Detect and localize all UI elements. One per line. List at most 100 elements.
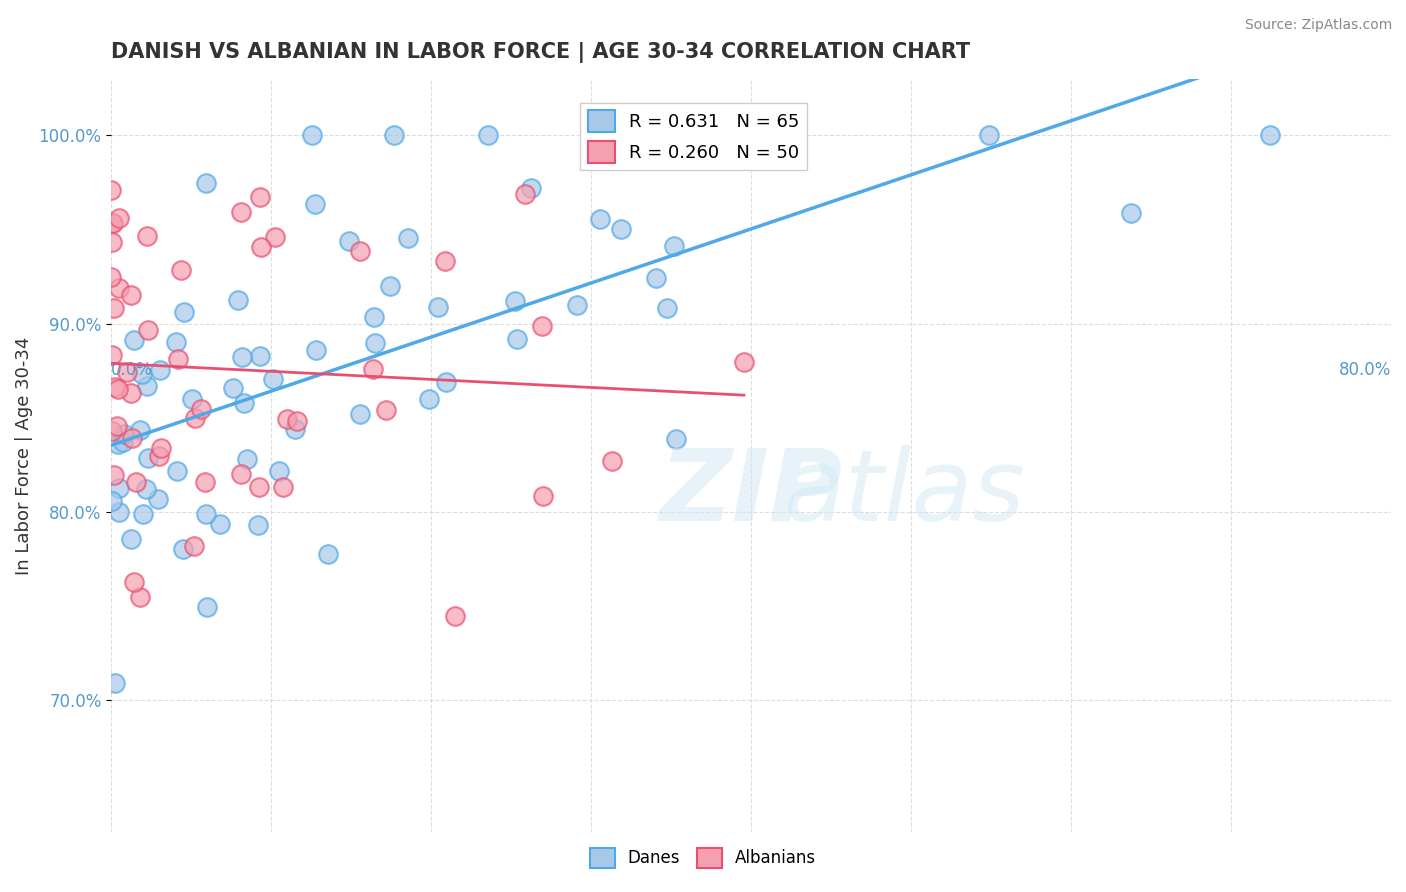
- Point: [112, 427, 135, 442]
- Point: [148, 449, 170, 463]
- Point: [135, 482, 157, 496]
- Text: ZIP: ZIP: [659, 445, 842, 541]
- Point: [183, 539, 205, 553]
- Point: [285, 414, 308, 428]
- Point: [111, 435, 134, 450]
- Point: [349, 407, 371, 421]
- Point: [249, 349, 271, 363]
- Point: [247, 517, 270, 532]
- Point: [172, 542, 194, 557]
- Point: [165, 335, 187, 350]
- Point: [100, 216, 122, 230]
- Point: [231, 205, 253, 219]
- Point: [363, 310, 385, 324]
- Point: [167, 352, 190, 367]
- Point: [100, 235, 122, 250]
- Point: [120, 386, 142, 401]
- Point: [235, 451, 257, 466]
- Text: DANISH VS ALBANIAN IN LABOR FORCE | AGE 30-34 CORRELATION CHART: DANISH VS ALBANIAN IN LABOR FORCE | AGE …: [111, 42, 970, 62]
- Point: [132, 507, 155, 521]
- Point: [181, 392, 204, 407]
- Point: [396, 231, 419, 245]
- Legend: R = 0.631   N = 65, R = 0.260   N = 50: R = 0.631 N = 65, R = 0.260 N = 50: [581, 103, 807, 170]
- Point: [107, 437, 129, 451]
- Point: [104, 675, 127, 690]
- Point: [361, 362, 384, 376]
- Point: [589, 212, 612, 227]
- Point: [374, 402, 396, 417]
- Point: [262, 372, 284, 386]
- Point: [100, 183, 122, 197]
- Y-axis label: In Labor Force | Age 30-34: In Labor Force | Age 30-34: [15, 336, 32, 574]
- Point: [122, 574, 145, 589]
- Point: [194, 508, 217, 522]
- Point: [600, 454, 623, 468]
- Text: 0.0%: 0.0%: [111, 361, 153, 379]
- Point: [249, 190, 271, 204]
- Point: [105, 419, 128, 434]
- Point: [184, 410, 207, 425]
- Point: [730, 128, 752, 142]
- Point: [318, 547, 340, 561]
- Point: [655, 301, 678, 315]
- Point: [977, 128, 1000, 142]
- Point: [1121, 206, 1143, 220]
- Point: [733, 355, 755, 369]
- Point: [195, 600, 218, 615]
- Point: [103, 467, 125, 482]
- Point: [136, 450, 159, 465]
- Point: [120, 287, 142, 301]
- Point: [100, 424, 122, 438]
- Point: [115, 366, 138, 380]
- Legend: Danes, Albanians: Danes, Albanians: [583, 841, 823, 875]
- Point: [166, 464, 188, 478]
- Point: [229, 467, 252, 481]
- Point: [662, 239, 685, 253]
- Point: [226, 293, 249, 307]
- Text: Source: ZipAtlas.com: Source: ZipAtlas.com: [1244, 18, 1392, 32]
- Point: [267, 464, 290, 478]
- Point: [100, 493, 122, 508]
- Point: [136, 323, 159, 337]
- Point: [1258, 128, 1281, 142]
- Point: [249, 480, 271, 494]
- Point: [305, 343, 328, 357]
- Point: [101, 348, 124, 362]
- Point: [149, 441, 172, 455]
- Point: [250, 239, 273, 253]
- Point: [531, 489, 554, 503]
- Point: [101, 216, 124, 230]
- Point: [378, 278, 401, 293]
- Point: [173, 305, 195, 319]
- Point: [108, 211, 131, 225]
- Point: [136, 229, 159, 244]
- Point: [121, 431, 143, 445]
- Point: [443, 608, 465, 623]
- Text: atlas: atlas: [785, 445, 1025, 541]
- Text: 80.0%: 80.0%: [1339, 361, 1391, 379]
- Point: [209, 516, 232, 531]
- Point: [190, 402, 212, 417]
- Point: [129, 423, 152, 437]
- Point: [337, 234, 360, 248]
- Point: [273, 480, 295, 494]
- Point: [433, 254, 456, 268]
- Point: [434, 375, 457, 389]
- Point: [264, 230, 287, 244]
- Point: [131, 367, 153, 381]
- Point: [120, 532, 142, 546]
- Point: [149, 363, 172, 377]
- Point: [610, 222, 633, 236]
- Point: [108, 505, 131, 519]
- Point: [136, 379, 159, 393]
- Point: [283, 422, 305, 436]
- Point: [194, 475, 217, 489]
- Point: [418, 392, 440, 407]
- Point: [426, 300, 449, 314]
- Point: [107, 382, 129, 396]
- Point: [122, 334, 145, 348]
- Point: [233, 396, 256, 410]
- Point: [363, 335, 385, 350]
- Point: [231, 351, 253, 365]
- Point: [100, 269, 122, 284]
